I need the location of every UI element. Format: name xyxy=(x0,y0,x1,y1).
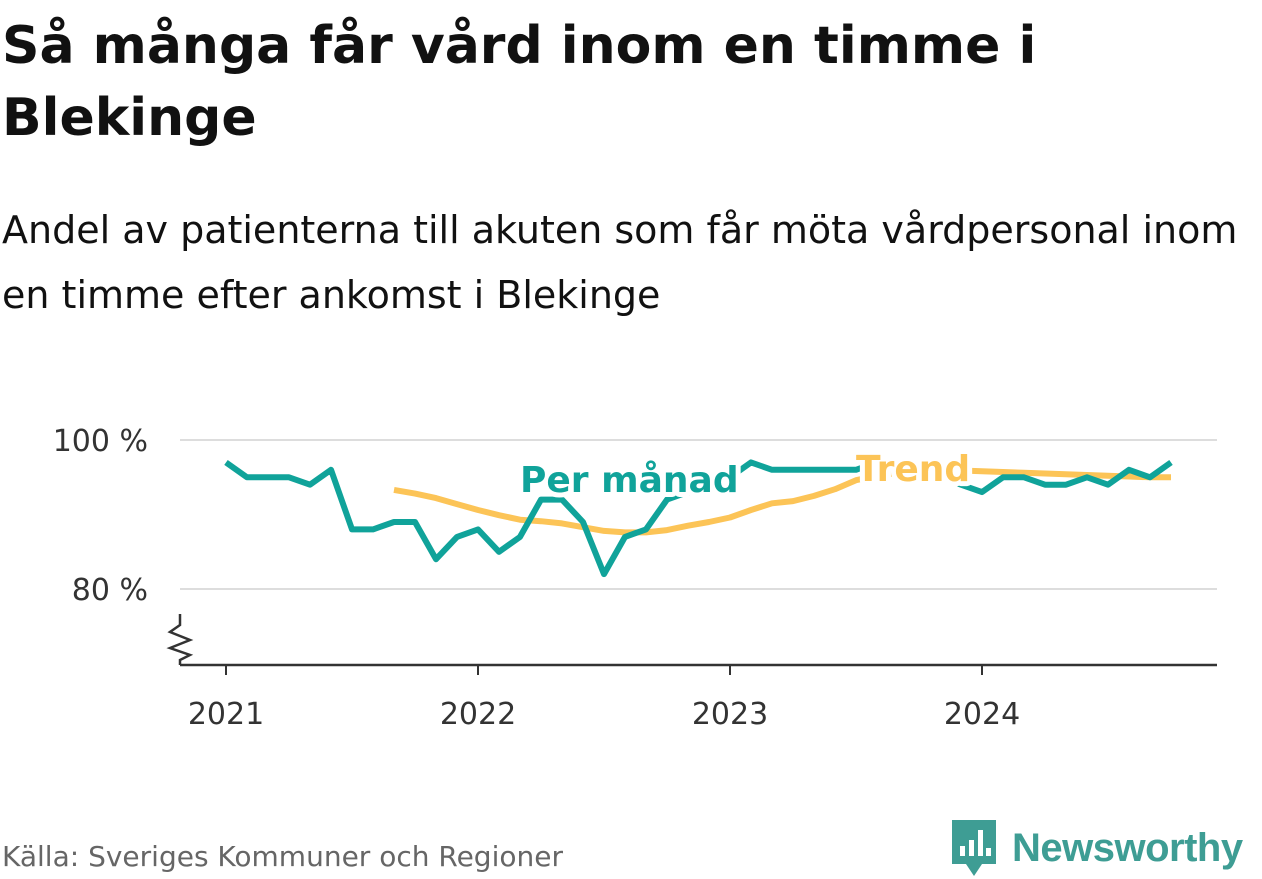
x-tick-label: 2021 xyxy=(188,697,264,732)
trend-label: Trend xyxy=(856,449,970,490)
x-tick-label: 2023 xyxy=(692,697,768,732)
chart-title: Så många får vård inom en timme i Blekin… xyxy=(2,16,1037,148)
y-tick-label: 80 % xyxy=(72,573,148,608)
chart-subtitle: Andel av patienterna till akuten som får… xyxy=(2,208,1238,317)
y-tick-label: 100 % xyxy=(53,424,148,459)
newsworthy-logo-icon xyxy=(952,820,996,876)
brand-name: Newsworthy xyxy=(1012,825,1243,870)
monthly-series-line xyxy=(224,459,1173,578)
x-tick-label: 2022 xyxy=(440,697,516,732)
axis-break-icon xyxy=(166,614,194,665)
x-tick-label: 2024 xyxy=(944,697,1020,732)
grid-lines xyxy=(180,439,1217,590)
source-note: Källa: Sveriges Kommuner och Regioner xyxy=(2,840,563,873)
series-lines xyxy=(224,459,1173,578)
y-axis-ticks: 100 % 80 % xyxy=(53,424,148,608)
brand-logo: Newsworthy xyxy=(950,818,1243,878)
trend-series-line xyxy=(393,467,1171,536)
x-axis xyxy=(166,614,1217,667)
annotation-halo: Per månad xyxy=(520,460,739,501)
annotation-halo: Trend xyxy=(856,449,970,490)
monthly-label: Per månad xyxy=(520,460,739,501)
x-axis-ticks: 2021 2022 2023 2024 xyxy=(188,665,1020,732)
line-chart: 100 %80 % 2021 2022 2023 2024 Per månadPer … xyxy=(53,424,1217,732)
